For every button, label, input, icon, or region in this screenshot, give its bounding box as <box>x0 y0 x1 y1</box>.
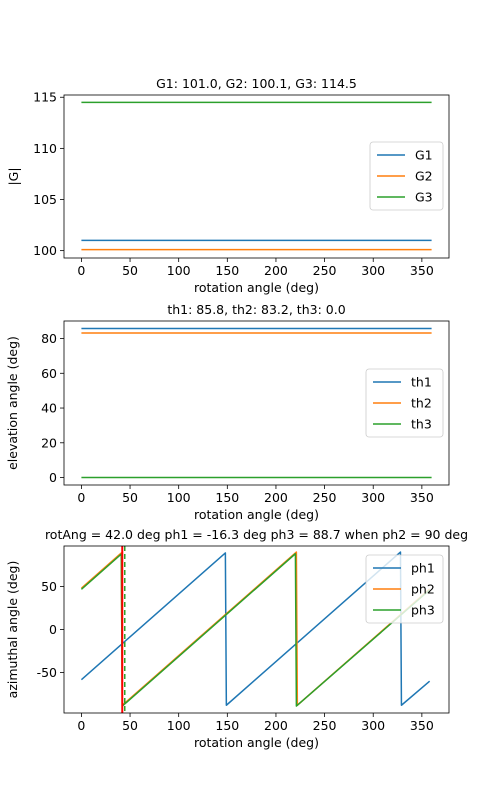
y-axis-label: azimuthal angle (deg) <box>5 561 20 699</box>
y-tick-label: 20 <box>41 435 57 450</box>
x-tick-label: 200 <box>264 718 288 733</box>
axes-frame <box>63 545 450 714</box>
x-tick-label: 350 <box>410 718 434 733</box>
x-tick-label: 300 <box>361 490 385 505</box>
x-tick-label: 200 <box>264 263 288 278</box>
legend: G1 G2 G3 <box>369 141 444 211</box>
chart-title: th1: 85.8, th2: 83.2, th3: 0.0 <box>167 302 345 317</box>
y-axis-label: |G| <box>6 167 21 185</box>
x-tick-label: 100 <box>167 263 191 278</box>
x-tick-label: 300 <box>361 718 385 733</box>
legend-label-G2: G2 <box>415 169 433 184</box>
x-tick-label: 250 <box>313 490 337 505</box>
chart-title: rotAng = 42.0 deg ph1 = -16.3 deg ph3 = … <box>45 527 468 542</box>
legend-label-ph3: ph3 <box>411 603 435 618</box>
x-tick-label: 200 <box>264 490 288 505</box>
legend-label-G1: G1 <box>415 148 433 163</box>
legend-label-G3: G3 <box>415 190 433 205</box>
plot-area <box>81 327 432 479</box>
x-axis-label: rotation angle (deg) <box>194 507 319 522</box>
x-tick-label: 50 <box>122 718 138 733</box>
x-tick-label: 300 <box>361 263 385 278</box>
legend: th1 th2 th3 <box>365 368 444 438</box>
x-tick-label: 100 <box>167 718 191 733</box>
x-tick-label: 0 <box>77 490 85 505</box>
y-tick-label: 100 <box>33 243 57 258</box>
x-tick-label: 250 <box>313 263 337 278</box>
legend-label-th2: th2 <box>411 396 432 411</box>
legend-label-ph1: ph1 <box>411 561 435 576</box>
x-tick-label: 50 <box>122 263 138 278</box>
plot-area <box>81 101 432 251</box>
y-tick-label: 40 <box>41 401 57 416</box>
y-tick-label: 115 <box>33 90 57 105</box>
x-axis-label: rotation angle (deg) <box>194 735 319 750</box>
y-tick-label: 105 <box>33 192 57 207</box>
axes-frame <box>63 320 450 486</box>
legend-box <box>369 141 444 211</box>
subplot-2: th1: 85.8, th2: 83.2, th3: 0.0 0 50 100 150 2… <box>5 302 450 522</box>
y-axis-label: elevation angle (deg) <box>5 336 20 470</box>
legend-label-th3: th3 <box>411 417 432 432</box>
subplot-1: G1: 101.0, G2: 100.1, G3: 114.5 0 50 100 150… <box>6 76 450 295</box>
x-tick-label: 350 <box>410 490 434 505</box>
series-line-ph1 <box>80 551 431 706</box>
x-tick-label: 250 <box>313 718 337 733</box>
y-tick-label: 80 <box>41 331 57 346</box>
y-tick-label: 110 <box>33 141 57 156</box>
x-tick-label: 350 <box>410 263 434 278</box>
series-line-ph3 <box>80 553 431 707</box>
x-tick-label: 0 <box>77 718 85 733</box>
chart-title: G1: 101.0, G2: 100.1, G3: 114.5 <box>156 76 357 91</box>
x-tick-label: 0 <box>77 263 85 278</box>
y-tick-label: 50 <box>41 579 57 594</box>
legend-label-ph2: ph2 <box>411 582 435 597</box>
x-tick-label: 150 <box>215 718 239 733</box>
x-tick-label: 150 <box>215 263 239 278</box>
y-tick-label: -50 <box>37 665 57 680</box>
x-tick-label: 100 <box>167 490 191 505</box>
y-tick-label: 0 <box>49 622 57 637</box>
y-tick-label: 60 <box>41 366 57 381</box>
x-tick-label: 50 <box>122 490 138 505</box>
subplot-3: rotAng = 42.0 deg ph1 = -16.3 deg ph3 = … <box>5 527 468 750</box>
legend-label-th1: th1 <box>411 375 432 390</box>
x-axis-label: rotation angle (deg) <box>194 280 319 295</box>
plot-area <box>80 546 431 713</box>
legend-box <box>365 368 444 438</box>
y-tick-label: 0 <box>49 470 57 485</box>
legend-box <box>365 554 444 624</box>
x-tick-label: 150 <box>215 490 239 505</box>
legend: ph1 ph2 ph3 <box>365 554 444 624</box>
axes-frame <box>63 94 450 259</box>
